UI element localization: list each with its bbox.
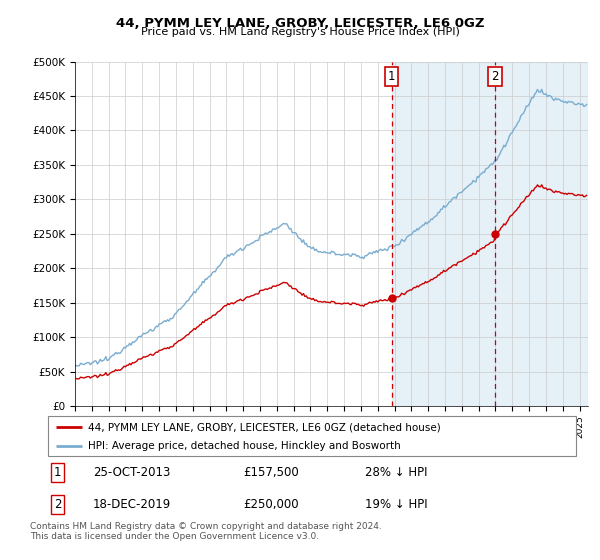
FancyBboxPatch shape [48, 416, 576, 456]
Text: 2: 2 [491, 70, 499, 83]
Text: 19% ↓ HPI: 19% ↓ HPI [365, 498, 427, 511]
Text: 2: 2 [54, 498, 61, 511]
Text: 44, PYMM LEY LANE, GROBY, LEICESTER, LE6 0GZ: 44, PYMM LEY LANE, GROBY, LEICESTER, LE6… [116, 17, 484, 30]
Text: 1: 1 [54, 466, 61, 479]
Bar [392, 62, 588, 406]
Text: 18-DEC-2019: 18-DEC-2019 [93, 498, 171, 511]
Text: 25-OCT-2013: 25-OCT-2013 [93, 466, 170, 479]
Text: 1: 1 [388, 70, 395, 83]
Text: £157,500: £157,500 [244, 466, 299, 479]
Text: 28% ↓ HPI: 28% ↓ HPI [365, 466, 427, 479]
Text: HPI: Average price, detached house, Hinckley and Bosworth: HPI: Average price, detached house, Hinc… [88, 441, 400, 451]
Text: Price paid vs. HM Land Registry's House Price Index (HPI): Price paid vs. HM Land Registry's House … [140, 27, 460, 37]
Text: Contains HM Land Registry data © Crown copyright and database right 2024.
This d: Contains HM Land Registry data © Crown c… [30, 522, 382, 542]
Text: 44, PYMM LEY LANE, GROBY, LEICESTER, LE6 0GZ (detached house): 44, PYMM LEY LANE, GROBY, LEICESTER, LE6… [88, 422, 440, 432]
Text: £250,000: £250,000 [244, 498, 299, 511]
